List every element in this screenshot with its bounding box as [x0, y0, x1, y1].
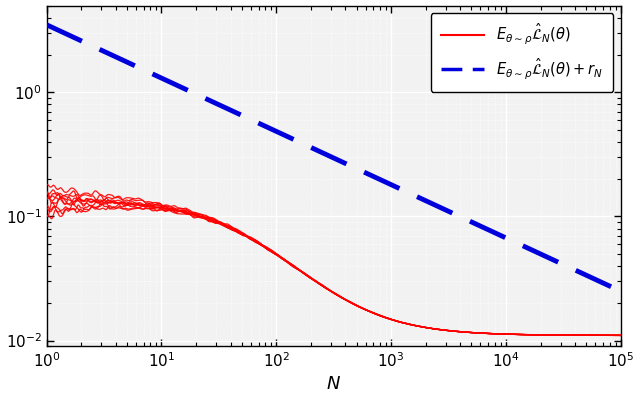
- $E_{\theta\sim\rho}\hat{\mathcal{L}}_N(\theta) + r_N$: [142, 69, 150, 73]
- X-axis label: $N$: $N$: [326, 375, 341, 393]
- $E_{\theta\sim\rho}\hat{\mathcal{L}}_N(\theta) + r_N$: [288, 136, 296, 141]
- $E_{\theta\sim\rho}\hat{\mathcal{L}}_N(\theta) + r_N$: [43, 22, 51, 27]
- $E_{\theta\sim\rho}\hat{\mathcal{L}}_N(\theta) + r_N$: [544, 255, 552, 260]
- $E_{\theta\sim\rho}\hat{\mathcal{L}}_N(\theta) + r_N$: [605, 284, 613, 288]
- Legend: $E_{\theta\sim\rho}\hat{\mathcal{L}}_N(\theta)$, $E_{\theta\sim\rho}\hat{\mathca: $E_{\theta\sim\rho}\hat{\mathcal{L}}_N(\…: [431, 13, 614, 92]
- $E_{\theta\sim\rho}\hat{\mathcal{L}}_N(\theta) + r_N$: [617, 289, 625, 294]
- Line: $E_{\theta\sim\rho}\hat{\mathcal{L}}_N(\theta) + r_N$: $E_{\theta\sim\rho}\hat{\mathcal{L}}_N(\…: [47, 25, 621, 291]
- $E_{\theta\sim\rho}\hat{\mathcal{L}}_N(\theta) + r_N$: [108, 53, 116, 57]
- $E_{\theta\sim\rho}\hat{\mathcal{L}}_N(\theta) + r_N$: [263, 124, 271, 129]
